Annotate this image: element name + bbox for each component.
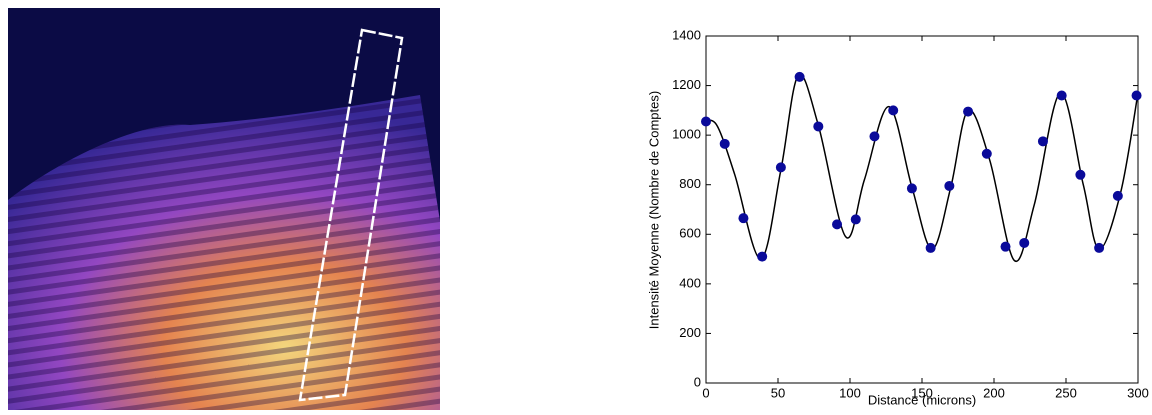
data-point — [888, 105, 899, 116]
x-tick-label: 100 — [839, 385, 861, 400]
x-tick-label: 200 — [983, 385, 1005, 400]
y-tick-label: 200 — [679, 325, 701, 340]
data-point — [832, 219, 843, 230]
data-point — [775, 162, 786, 173]
data-point — [963, 106, 974, 117]
x-tick-label: 0 — [702, 385, 709, 400]
y-tick-label: 800 — [679, 176, 701, 191]
data-point — [1075, 169, 1086, 180]
y-tick-label: 400 — [679, 275, 701, 290]
data-point — [1056, 90, 1067, 101]
data-point — [1037, 136, 1048, 147]
data-point — [794, 71, 805, 82]
data-point — [719, 138, 730, 149]
data-point — [1112, 190, 1123, 201]
data-point — [701, 116, 711, 127]
x-tick-label: 50 — [771, 385, 785, 400]
data-point — [925, 242, 936, 253]
x-tick-label: 250 — [1055, 385, 1077, 400]
data-point — [1019, 237, 1030, 248]
data-point — [850, 214, 861, 225]
micrograph — [8, 8, 440, 410]
data-point — [944, 180, 955, 191]
data-point — [757, 251, 768, 262]
x-axis-label: Distance (microns) — [868, 392, 976, 407]
data-point — [981, 148, 992, 159]
data-point — [906, 183, 917, 194]
y-axis-label: Intensité Moyenne (Nombre de Comptes) — [646, 91, 661, 329]
y-tick-label: 600 — [679, 226, 701, 241]
plot-frame — [705, 35, 1139, 384]
data-point — [1131, 90, 1142, 101]
data-point — [1000, 241, 1011, 252]
data-point — [738, 213, 749, 224]
data-point — [1094, 242, 1105, 253]
y-tick-label: 1000 — [672, 127, 701, 142]
data-point — [869, 131, 880, 142]
y-tick-label: 1200 — [672, 77, 701, 92]
y-tick-label: 1400 — [672, 27, 701, 42]
y-tick-label: 0 — [694, 374, 701, 389]
x-tick-label: 150 — [911, 385, 933, 400]
x-tick-label: 300 — [1127, 385, 1149, 400]
fit-curve — [705, 73, 1139, 263]
data-point — [813, 121, 824, 132]
